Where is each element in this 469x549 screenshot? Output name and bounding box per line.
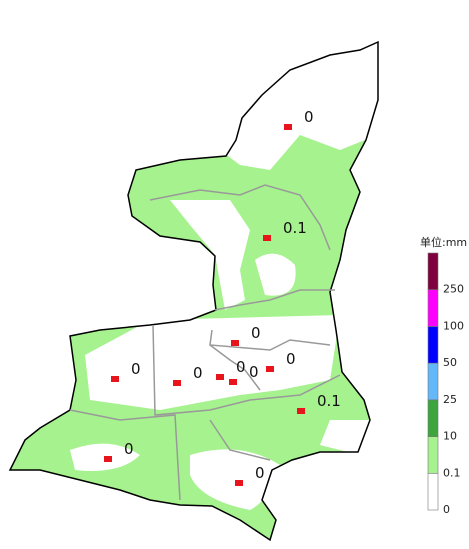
legend-swatch xyxy=(427,472,439,511)
legend-swatch xyxy=(427,289,439,327)
legend-label: 100 xyxy=(443,319,464,332)
station-value: 0 xyxy=(255,464,265,482)
legend-title: 单位:mm xyxy=(420,235,467,249)
station-marker xyxy=(297,408,305,414)
station-value: 0 xyxy=(193,364,203,382)
legend-label: 0.1 xyxy=(443,466,461,479)
station-marker xyxy=(111,376,119,382)
legend-swatch xyxy=(427,326,439,364)
province-border xyxy=(8,40,379,542)
legend-label: 10 xyxy=(443,430,457,443)
station-marker xyxy=(231,340,239,346)
station-value: 0 xyxy=(286,350,296,368)
station-marker xyxy=(235,480,243,486)
legend-label: 250 xyxy=(443,283,464,296)
city-borders xyxy=(69,184,341,501)
station-marker xyxy=(173,380,181,386)
station-value: 0.1 xyxy=(283,219,307,237)
station-marker xyxy=(263,235,271,241)
station-value: 0 xyxy=(131,360,141,378)
legend-swatch xyxy=(427,399,439,437)
legend-label: 25 xyxy=(443,393,457,406)
legend-label: 0 xyxy=(443,503,450,516)
station-value: 0 xyxy=(236,358,246,376)
station-marker xyxy=(104,456,112,462)
legend-swatch xyxy=(427,362,439,401)
legend-label: 50 xyxy=(443,356,457,369)
station-marker xyxy=(216,374,224,380)
station-value: 0 xyxy=(124,440,134,458)
station-marker xyxy=(284,124,292,130)
station-marker xyxy=(266,366,274,372)
station-marker xyxy=(229,379,237,385)
station-value: 0.1 xyxy=(317,392,341,410)
legend-swatch xyxy=(427,252,439,291)
legend-swatch xyxy=(427,436,439,474)
station-value: 0 xyxy=(251,324,261,342)
station-value: 0 xyxy=(304,108,314,126)
station-value: 0 xyxy=(249,363,259,381)
